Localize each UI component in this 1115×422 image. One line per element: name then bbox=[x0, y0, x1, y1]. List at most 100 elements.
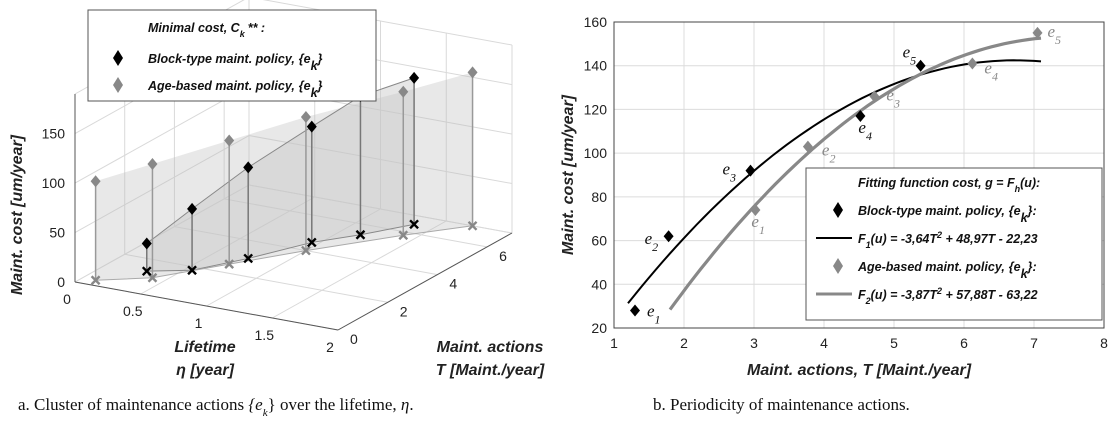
block-type-floor-marker bbox=[306, 237, 317, 248]
block-type-floor-marker bbox=[355, 229, 366, 240]
fit-curve-f2 bbox=[668, 36, 1042, 311]
legend-b-title: Fitting function cost, g = Fh(u): bbox=[858, 176, 1040, 194]
age-based-point-label: e5 bbox=[1048, 22, 1062, 47]
block-type-floor-marker bbox=[409, 219, 419, 230]
y-tick-label: 40 bbox=[591, 276, 607, 292]
block-type-floor-marker bbox=[243, 253, 254, 264]
x-tick-label: 1 bbox=[195, 315, 203, 331]
y-tick-label: 120 bbox=[584, 101, 608, 117]
age-based-marker bbox=[90, 175, 101, 188]
age-based-marker bbox=[398, 85, 409, 98]
z-tick-label: 50 bbox=[49, 225, 65, 241]
x-tick-label: 6 bbox=[960, 335, 968, 351]
age-based-point-label: e4 bbox=[984, 59, 998, 84]
y-tick-label: 60 bbox=[591, 233, 607, 249]
y-tick-label: 6 bbox=[499, 248, 507, 264]
chart-b-x-axis-label: Maint. actions, T [Maint./year] bbox=[747, 362, 972, 379]
legend-a-title: Minimal cost, Ck ** : bbox=[148, 21, 265, 39]
age-based-marker bbox=[467, 66, 478, 79]
age-based-floor-marker bbox=[224, 259, 235, 270]
legend-b-age-label: Age-based maint. policy, {ek}: bbox=[857, 260, 1037, 281]
y-tick-label: 140 bbox=[584, 58, 608, 74]
z-tick-label: 0 bbox=[57, 274, 65, 290]
block-type-point bbox=[855, 109, 866, 122]
back-wall-grid bbox=[74, 184, 250, 283]
y-tick-label: 2 bbox=[400, 303, 408, 319]
x-axis-line bbox=[74, 281, 339, 331]
floor-grid-T bbox=[224, 198, 488, 248]
age-based-marker bbox=[224, 134, 235, 147]
block-type-point-label: e5 bbox=[903, 43, 917, 68]
legend-b-block-label: Block-type maint. policy, {ek}: bbox=[858, 204, 1037, 225]
y-axis-label-line1: Maint. actions bbox=[437, 339, 544, 356]
block-type-point bbox=[915, 59, 926, 72]
block-type-point-label: e4 bbox=[858, 118, 872, 143]
age-based-floor-marker bbox=[301, 245, 311, 256]
z-tick-label: 150 bbox=[42, 126, 66, 142]
age-based-point-label: e1 bbox=[751, 212, 765, 237]
age-based-point-label: e2 bbox=[822, 141, 836, 166]
floor-grid-eta bbox=[140, 196, 315, 295]
block-type-surface bbox=[146, 77, 415, 272]
x-tick-label: 0 bbox=[63, 291, 71, 307]
y-tick-label: 160 bbox=[584, 14, 608, 30]
x-tick-label: 7 bbox=[1030, 335, 1038, 351]
chart-b-tick-labels: 1 2 3 4 5 6 7 8 20 40 60 80 100 120 140 160 bbox=[584, 14, 1108, 351]
legend-a-age-marker bbox=[113, 77, 123, 93]
legend-a-block-marker bbox=[113, 50, 123, 66]
age-based-floor-line bbox=[95, 225, 473, 281]
x-tick-label: 2 bbox=[326, 339, 334, 355]
block-type-point bbox=[745, 164, 756, 177]
x-tick-label: 1.5 bbox=[255, 327, 275, 343]
legend-b-block-marker bbox=[833, 202, 843, 218]
floor-grid-eta bbox=[206, 208, 381, 307]
x-axis-label-line1: Lifetime bbox=[174, 339, 235, 356]
back-wall-grid bbox=[74, 135, 250, 233]
y-tick-label: 0 bbox=[350, 331, 358, 347]
block-type-floor-marker bbox=[187, 265, 197, 276]
age-based-floor-marker bbox=[398, 230, 409, 241]
x-tick-label: 8 bbox=[1100, 335, 1108, 351]
block-type-point-label: e2 bbox=[645, 229, 659, 254]
block-type-point-label: e1 bbox=[647, 302, 661, 327]
3d-cost-surface bbox=[95, 72, 473, 281]
z-tick-label: 100 bbox=[42, 175, 66, 191]
block-type-floor-marker bbox=[141, 266, 152, 277]
y-tick-label: 100 bbox=[584, 145, 608, 161]
floor-grid-T bbox=[124, 253, 388, 303]
legend-b: Fitting function cost, g = Fh(u): Block-… bbox=[805, 167, 1103, 321]
legend-b-f1-label: F1(u) = -3,64T2 + 48,97T - 22,23 bbox=[858, 230, 1038, 250]
chart-b-y-axis-label: Maint. cost [um/year] bbox=[560, 94, 577, 255]
age-based-point bbox=[750, 203, 761, 216]
block-type-marker bbox=[306, 120, 317, 133]
x-tick-label: 0.5 bbox=[123, 303, 143, 319]
chart-b-points: e1 e2 e3 e4 e5 e1 e2 e3 e4 e5 bbox=[630, 22, 1061, 327]
age-based-point bbox=[967, 57, 978, 70]
block-type-point-label: e3 bbox=[723, 160, 737, 185]
chart-b-plot-frame bbox=[613, 21, 1105, 329]
legend-b-age-marker bbox=[833, 258, 843, 274]
block-type-marker bbox=[243, 161, 254, 174]
block-type-point bbox=[663, 230, 674, 243]
age-based-marker bbox=[147, 157, 158, 170]
age-based-point bbox=[802, 140, 813, 153]
x-tick-label: 5 bbox=[890, 335, 898, 351]
caption-a: a. Cluster of maintenance actions {ek} o… bbox=[18, 395, 414, 419]
age-based-marker bbox=[300, 110, 311, 123]
y-tick-label: 80 bbox=[591, 189, 607, 205]
age-based-point-label: e3 bbox=[886, 85, 900, 110]
legend-a: Minimal cost, Ck ** : Block-type maint. p… bbox=[87, 9, 377, 102]
age-based-point bbox=[1032, 26, 1043, 39]
legend-a-age-label: Age-based maint. policy, {ek} bbox=[147, 79, 323, 100]
y-tick-label: 4 bbox=[449, 276, 457, 292]
age-based-surface bbox=[95, 72, 473, 281]
block-type-marker bbox=[409, 71, 420, 84]
x-tick-label: 1 bbox=[610, 335, 618, 351]
y-axis-line bbox=[337, 232, 513, 331]
block-type-marker bbox=[187, 202, 198, 215]
y-tick-label: 20 bbox=[591, 320, 607, 336]
caption-b: b. Periodicity of maintenance actions. bbox=[653, 395, 910, 414]
block-type-point bbox=[630, 304, 640, 317]
